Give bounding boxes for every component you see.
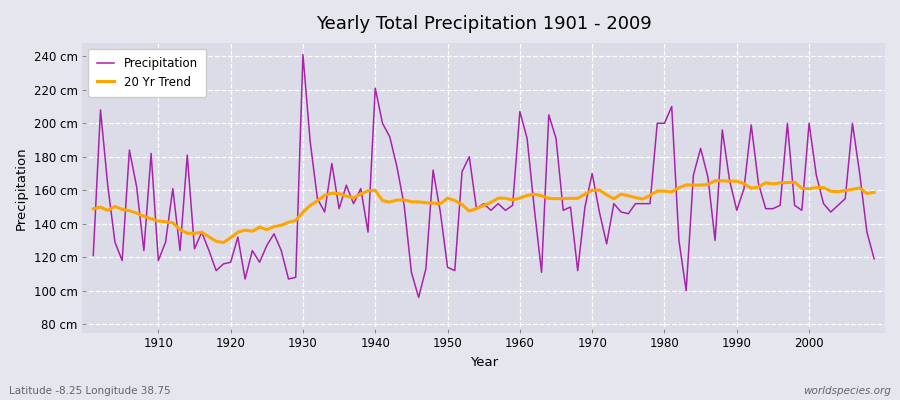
20 Yr Trend — [515, 196, 526, 200]
Precipitation — [88, 253, 99, 258]
Precipitation — [356, 186, 366, 191]
20 Yr Trend — [868, 190, 879, 195]
20 Yr Trend — [608, 196, 619, 201]
20 Yr Trend — [146, 216, 157, 221]
20 Yr Trend — [710, 178, 721, 183]
20 Yr Trend — [356, 192, 366, 196]
Precipitation — [413, 295, 424, 300]
Text: Latitude -8.25 Longitude 38.75: Latitude -8.25 Longitude 38.75 — [9, 386, 171, 396]
Legend: Precipitation, 20 Yr Trend: Precipitation, 20 Yr Trend — [88, 49, 206, 97]
Precipitation — [298, 52, 309, 57]
X-axis label: Year: Year — [470, 356, 498, 369]
20 Yr Trend — [88, 206, 99, 211]
Precipitation — [146, 151, 157, 156]
Line: Precipitation: Precipitation — [94, 55, 874, 298]
Precipitation — [522, 136, 533, 141]
20 Yr Trend — [218, 240, 229, 245]
20 Yr Trend — [312, 198, 323, 203]
Title: Yearly Total Precipitation 1901 - 2009: Yearly Total Precipitation 1901 - 2009 — [316, 15, 652, 33]
Text: worldspecies.org: worldspecies.org — [803, 386, 891, 396]
Precipitation — [868, 256, 879, 261]
Y-axis label: Precipitation: Precipitation — [15, 146, 28, 230]
Precipitation — [312, 196, 323, 201]
Line: 20 Yr Trend: 20 Yr Trend — [94, 181, 874, 242]
Precipitation — [616, 210, 626, 214]
Precipitation — [529, 206, 540, 211]
20 Yr Trend — [522, 193, 533, 198]
